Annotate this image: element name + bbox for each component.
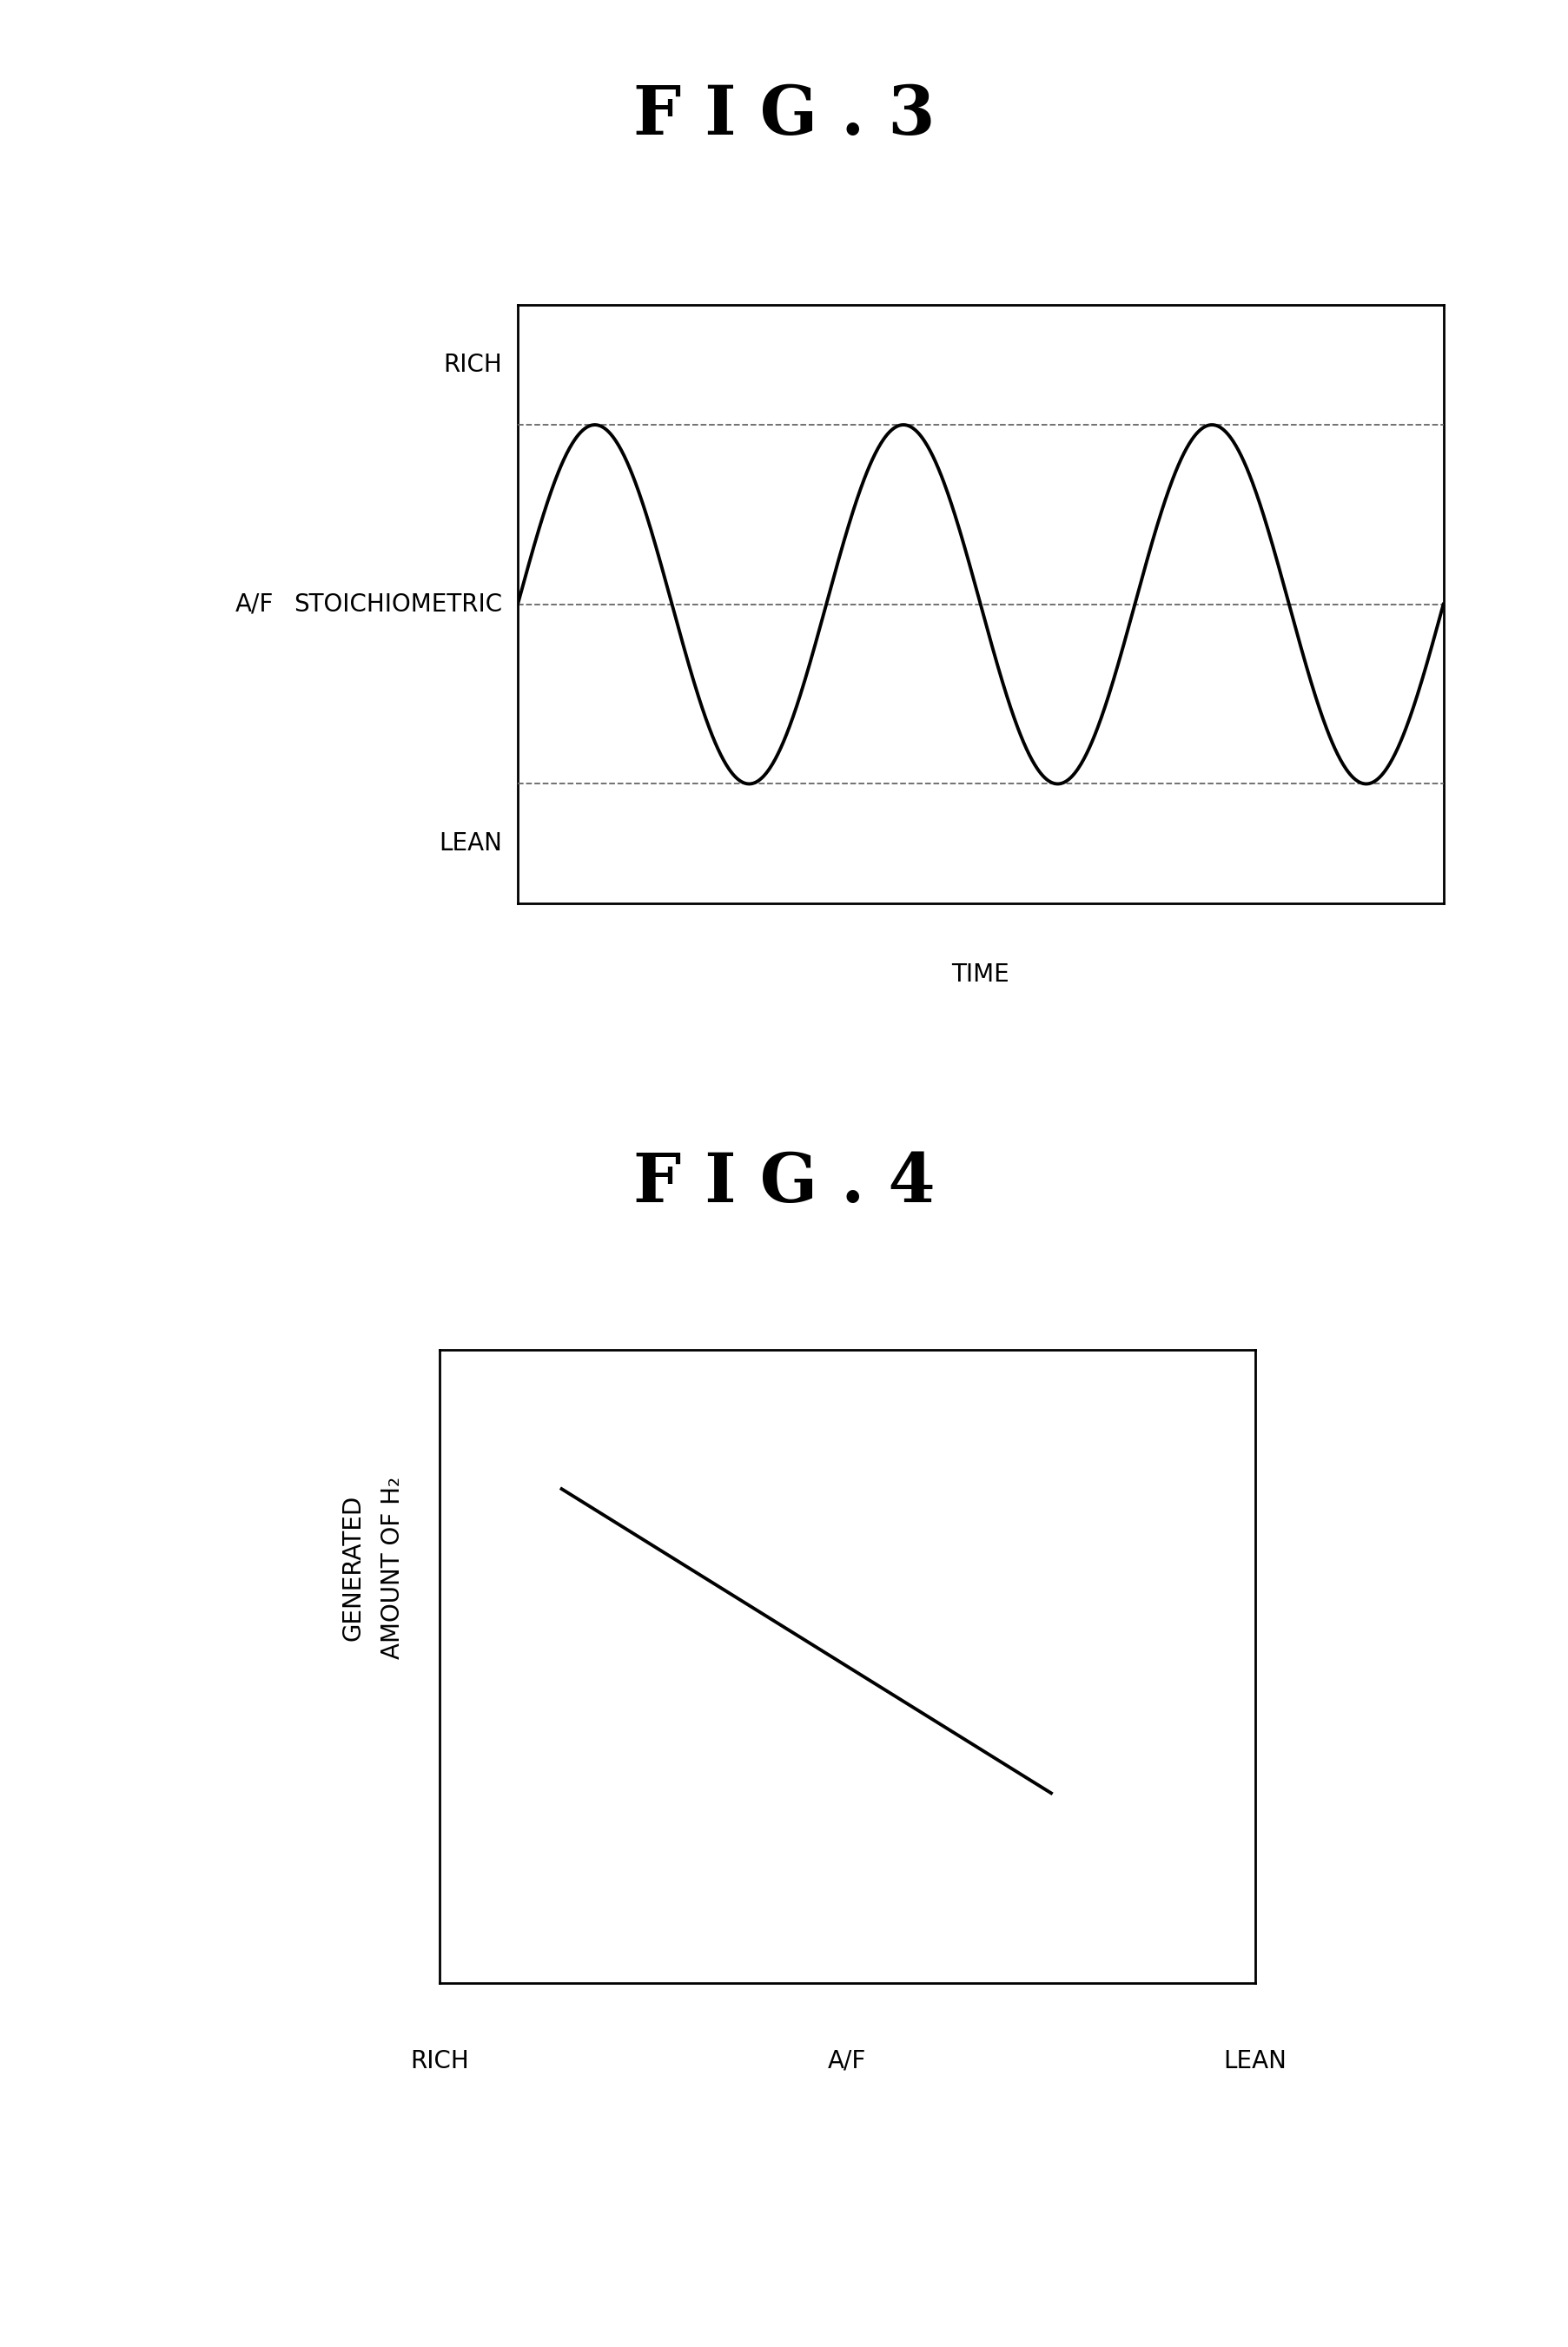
Text: F I G . 3: F I G . 3 [633,82,935,148]
Text: GENERATED: GENERATED [340,1495,365,1641]
Text: A/F: A/F [235,591,274,617]
Text: A/F: A/F [828,2049,866,2072]
Text: TIME: TIME [952,962,1008,986]
Text: AMOUNT OF H₂: AMOUNT OF H₂ [379,1476,405,1659]
Text: F I G . 4: F I G . 4 [633,1150,935,1216]
Text: RICH: RICH [442,352,502,378]
Text: LEAN: LEAN [439,831,502,857]
Text: RICH: RICH [409,2049,469,2072]
Text: STOICHIOMETRIC: STOICHIOMETRIC [293,591,502,617]
Text: LEAN: LEAN [1223,2049,1286,2072]
